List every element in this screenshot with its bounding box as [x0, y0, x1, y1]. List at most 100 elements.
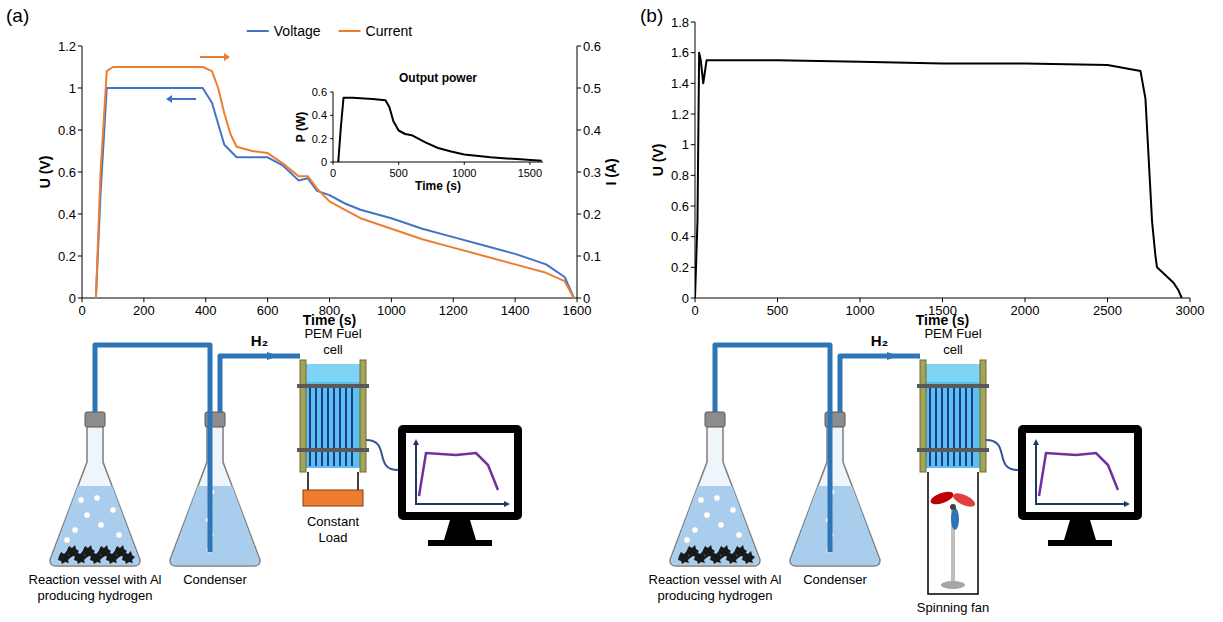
x-tick — [1107, 298, 1108, 302]
bubble — [714, 495, 720, 501]
x-tick — [1025, 298, 1026, 302]
chart: 0200400600800100012001400160000.20.40.60… — [37, 23, 620, 328]
tie-rod — [297, 384, 369, 388]
bubble — [718, 522, 724, 528]
fan-blade — [951, 508, 959, 530]
legend-label: Voltage — [274, 23, 321, 39]
bubble — [64, 537, 70, 543]
cell-stripe — [941, 386, 943, 466]
legend-item: Current — [339, 23, 413, 39]
legend-swatch — [339, 30, 361, 32]
cable — [986, 440, 1018, 470]
x-tick-label: 0 — [330, 167, 336, 179]
cell-stripe — [965, 386, 967, 466]
x-tick-label: 0 — [78, 303, 85, 318]
y-tick-label: 1.8 — [671, 15, 689, 30]
legend: Voltage Current — [247, 23, 413, 39]
y-tick-label: 0 — [69, 291, 76, 306]
tie-rod — [917, 448, 989, 452]
cell-top — [925, 364, 981, 382]
monitor-stand — [1064, 520, 1096, 540]
y-tick-label: 0.6 — [671, 199, 689, 214]
y2-tick — [577, 298, 581, 299]
y2-tick-label: 0.6 — [583, 39, 601, 54]
x-tick — [82, 298, 83, 302]
end-plate — [980, 360, 986, 472]
screen-axes — [1036, 441, 1128, 504]
screen-arrows — [413, 439, 510, 507]
x-axis — [333, 162, 543, 163]
bubble — [684, 537, 690, 543]
cell-stripe — [929, 386, 931, 466]
bubble — [698, 497, 704, 503]
y2-tick-label: 0 — [583, 291, 590, 306]
fan-hub — [950, 504, 956, 510]
bubble — [704, 512, 710, 518]
load — [303, 490, 363, 506]
x-tick-label: 1000 — [377, 303, 406, 318]
y2-tick — [577, 46, 581, 47]
chart: 05001000150020002500300000.20.40.60.811.… — [650, 15, 1205, 328]
x-tick — [391, 298, 392, 302]
y-tick-label: 1.2 — [58, 39, 76, 54]
y-tick — [78, 214, 82, 215]
x-tick — [860, 298, 861, 302]
screen — [1026, 433, 1134, 512]
flask-liquid — [791, 486, 879, 565]
x-tick-label: 1200 — [439, 303, 468, 318]
label-line: Reaction vessel with Al — [649, 572, 782, 587]
legend-item: Voltage — [247, 23, 321, 39]
y-axis-title: U (V) — [650, 144, 666, 177]
cell-top — [305, 364, 361, 382]
legend-swatch — [247, 30, 269, 32]
x-tick — [577, 298, 578, 302]
tube — [95, 345, 210, 552]
label-line: Reaction vessel with Al — [29, 572, 162, 587]
y-tick-label: 0.8 — [58, 123, 76, 138]
y2-tick-label: 0.1 — [583, 249, 601, 264]
stopper — [85, 412, 105, 427]
x-tick — [1190, 298, 1191, 302]
tie-rod — [297, 448, 369, 452]
y-tick — [691, 236, 695, 237]
y-tick-label: 0 — [682, 291, 689, 306]
y-tick — [691, 206, 695, 207]
screen-curve — [1039, 453, 1118, 496]
x-tick — [529, 162, 530, 165]
y-tick-label: 0.4 — [312, 109, 327, 121]
x-tick-label: 200 — [133, 303, 155, 318]
x-tick-label: 1400 — [501, 303, 530, 318]
series-line — [96, 67, 574, 298]
tube — [715, 345, 830, 552]
x-tick-label: 500 — [767, 303, 789, 318]
x-tick-label: 1500 — [518, 167, 542, 179]
label-line: Load — [319, 530, 348, 545]
bubble — [94, 495, 100, 501]
y-tick — [691, 114, 695, 115]
label-line: Constant — [307, 514, 359, 529]
gas-label: H₂ — [251, 332, 269, 349]
y-tick-label: 1.2 — [671, 107, 689, 122]
end-plate — [360, 360, 366, 472]
y-tick-label: 1.4 — [671, 76, 689, 91]
stopper — [705, 412, 725, 427]
x-tick — [143, 298, 144, 302]
flow-arrow — [887, 352, 899, 360]
monitor — [1018, 425, 1142, 520]
end-plate — [300, 360, 306, 472]
condenser-label: Condenser — [803, 572, 867, 587]
axis-arrow-head — [166, 95, 172, 103]
bubble — [78, 497, 84, 503]
cell-label: PEM Fuelcell — [924, 326, 981, 357]
monitor-base — [1048, 540, 1112, 546]
cell-stripe — [953, 386, 955, 466]
series-group — [96, 67, 574, 298]
y2-tick-label: 0.4 — [583, 123, 601, 138]
flask — [170, 412, 260, 566]
y-tick — [691, 83, 695, 84]
y-tick — [78, 298, 82, 299]
monitor-stand — [444, 520, 476, 540]
flask-body — [170, 426, 260, 566]
y-tick-label: 1.6 — [671, 45, 689, 60]
cell-stripe — [959, 386, 961, 466]
